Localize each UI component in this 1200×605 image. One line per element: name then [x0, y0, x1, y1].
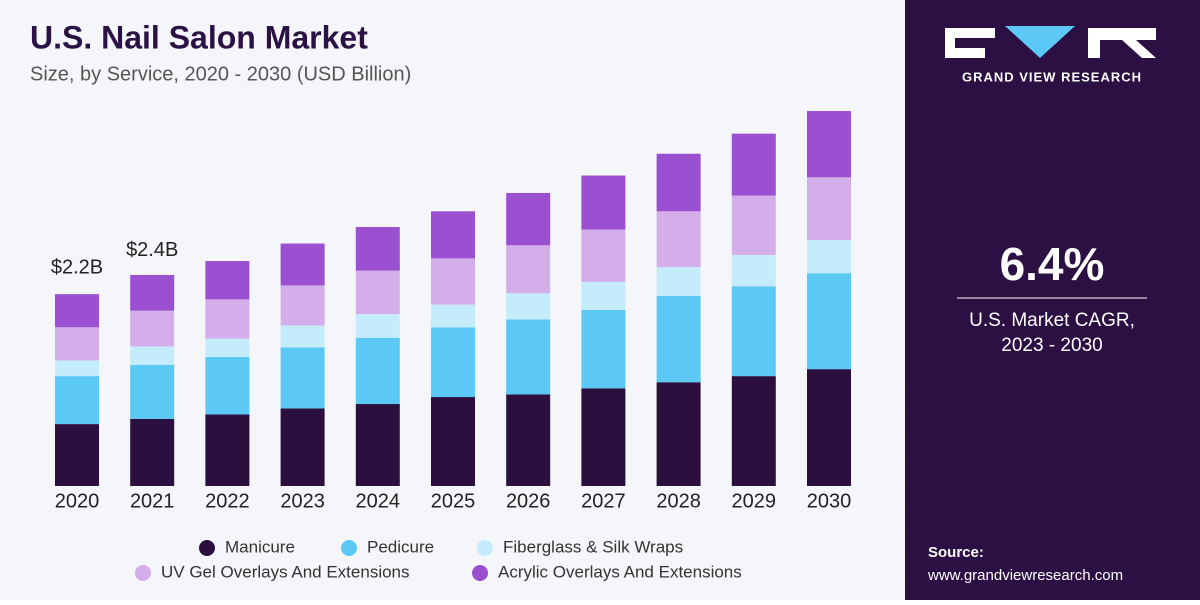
bar-segment [581, 175, 626, 230]
bar-segment [130, 364, 175, 419]
x-tick-label: 2022 [205, 490, 250, 512]
bar-segment [581, 229, 626, 282]
sidebar-grid [905, 380, 1200, 600]
bar-segment [355, 337, 400, 405]
bar-segment [581, 281, 626, 310]
bar-segment [581, 309, 626, 389]
bar-segment [656, 295, 701, 383]
cagr-label: U.S. Market CAGR, [969, 310, 1135, 331]
bar-segment [55, 424, 99, 486]
bar-segment [55, 327, 99, 361]
bar-segment [656, 382, 701, 486]
bar-segment [431, 258, 475, 305]
x-tick-label: 2025 [431, 490, 476, 512]
bar-segment [807, 111, 851, 178]
bar-segment [506, 192, 551, 246]
legend-swatch [341, 540, 357, 556]
bar-segment [656, 211, 701, 268]
bar-segment [807, 177, 851, 241]
bar-segment [506, 245, 551, 294]
source-url: www.grandviewresearch.com [927, 567, 1123, 584]
x-tick-label: 2026 [506, 490, 551, 512]
bar-segment [731, 376, 776, 486]
legend-label: UV Gel Overlays And Extensions [161, 562, 410, 581]
legend-swatch [472, 565, 488, 581]
bar-segment [807, 273, 851, 370]
bar-segment [656, 153, 701, 212]
bar-segment [130, 310, 175, 347]
legend-swatch [135, 565, 151, 581]
bar-segment [581, 388, 626, 486]
bar-segment [431, 327, 475, 398]
cagr-value: 6.4% [1000, 238, 1105, 290]
legend-label: Fiberglass & Silk Wraps [503, 537, 683, 556]
x-tick-label: 2030 [807, 490, 852, 512]
bar-segment [280, 243, 325, 286]
legend-label: Acrylic Overlays And Extensions [498, 562, 742, 581]
bar-segment [731, 286, 776, 377]
bar-segment [355, 314, 400, 338]
bar-segment [55, 360, 99, 377]
x-tick-label: 2021 [130, 490, 175, 512]
chart-subtitle: Size, by Service, 2020 - 2030 (USD Billi… [30, 63, 411, 85]
bar-segment [130, 274, 175, 311]
legend-swatch [477, 540, 493, 556]
bar-segment [431, 304, 475, 328]
x-tick-label: 2023 [280, 490, 325, 512]
legend-swatch [199, 540, 215, 556]
bar-segment [280, 347, 325, 409]
bar-segment [807, 240, 851, 274]
total-label: $2.2B [51, 256, 103, 278]
bar-segment [130, 346, 175, 365]
bar-segment [205, 338, 250, 357]
x-tick-label: 2024 [356, 490, 401, 512]
bar-segment [506, 394, 551, 486]
source-title: Source: [928, 544, 984, 561]
chart-title: U.S. Nail Salon Market [30, 19, 368, 55]
legend-label: Manicure [225, 537, 295, 556]
bar-segment [355, 404, 400, 486]
bar-segment [431, 211, 475, 259]
bar-segment [205, 414, 250, 486]
cagr-label: 2023 - 2030 [1001, 335, 1102, 356]
bar-segment [280, 325, 325, 348]
x-tick-label: 2029 [732, 490, 777, 512]
bar-segment [731, 254, 776, 287]
bar-segment [205, 261, 250, 300]
bar-segment [355, 226, 400, 271]
bar-segment [807, 369, 851, 486]
bar-segment [55, 294, 99, 328]
bar-segment [55, 376, 99, 425]
x-tick-label: 2020 [55, 490, 100, 512]
legend-label: Pedicure [367, 537, 434, 556]
bar-segment [280, 285, 325, 326]
x-tick-label: 2027 [581, 490, 626, 512]
bar-segment [506, 293, 551, 320]
bar-segment [205, 356, 250, 415]
bar-segment [731, 133, 776, 196]
x-tick-label: 2028 [656, 490, 701, 512]
bar-segment [656, 267, 701, 296]
bar-segment [205, 299, 250, 339]
total-label: $2.4B [126, 239, 178, 261]
bar-segment [280, 408, 325, 486]
bar-segment [506, 319, 551, 395]
bar-segment [130, 418, 175, 486]
logo [945, 26, 1156, 58]
bar-segment [731, 195, 776, 255]
bar-segment [431, 397, 475, 486]
brand: GRAND VIEW RESEARCH [962, 69, 1142, 84]
bar-segment [355, 270, 400, 315]
